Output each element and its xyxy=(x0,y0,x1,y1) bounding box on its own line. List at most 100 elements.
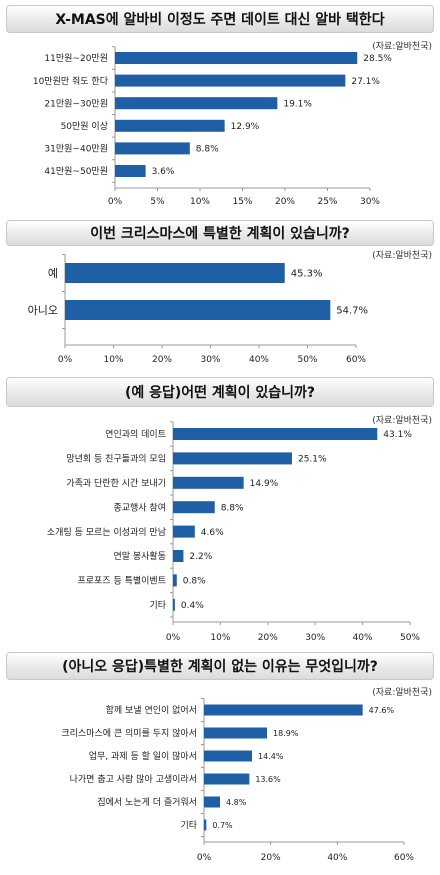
bar xyxy=(173,598,175,611)
x-tick-label: 10% xyxy=(190,197,210,207)
x-tick-label: 50% xyxy=(297,355,317,365)
bar xyxy=(173,452,292,465)
category-label: 업무, 과제 등 할 일이 많아서 xyxy=(89,751,197,762)
value-label: 0.4% xyxy=(181,601,204,611)
bar xyxy=(204,750,252,762)
category-label: 41만원~50만원 xyxy=(44,166,108,177)
bar xyxy=(115,52,358,64)
category-label: 프로포즈 등 특별이벤트 xyxy=(77,576,166,587)
category-label: 함께 보낼 연인이 없어서 xyxy=(106,705,197,716)
category-label: 연인과의 데이트 xyxy=(105,429,166,440)
value-label: 0.8% xyxy=(183,577,206,587)
category-label: 11만원~20만원 xyxy=(44,53,108,64)
category-label: 가족과 단란한 시간 보내기 xyxy=(66,477,166,489)
x-tick-label: 10% xyxy=(103,355,123,365)
category-label: 50만원 이상 xyxy=(61,121,108,132)
x-tick-label: 60% xyxy=(394,853,414,863)
category-label: 예 xyxy=(48,267,58,280)
category-label: 나가면 춥고 사람 많아 고생이라서 xyxy=(70,773,197,785)
value-label: 25.1% xyxy=(298,455,327,465)
chart-source-3: (자료:알바천국) xyxy=(372,416,432,426)
x-tick-label: 20% xyxy=(258,633,278,643)
x-tick-label: 0% xyxy=(166,633,181,643)
x-tick-label: 30% xyxy=(360,197,380,207)
x-tick-label: 5% xyxy=(150,197,165,207)
value-label: 2.2% xyxy=(189,552,212,562)
value-label: 14.9% xyxy=(250,479,279,489)
bar xyxy=(204,773,250,785)
x-tick-label: 20% xyxy=(152,355,172,365)
bar xyxy=(173,574,177,587)
bar xyxy=(204,704,363,716)
category-label: 연말 봉사활동 xyxy=(113,550,166,562)
chart-title-3: (예 응답)어떤 계획이 있습니까? xyxy=(6,377,434,407)
value-label: 12.9% xyxy=(231,122,260,132)
x-tick-label: 0% xyxy=(108,197,123,207)
chart-title-4: (아니오 응답)특별한 계획이 없는 이유는 무엇입니까? xyxy=(6,652,434,680)
bar xyxy=(115,165,146,177)
value-label: 19.1% xyxy=(283,99,312,109)
value-label: 14.4% xyxy=(258,752,284,761)
value-label: 8.8% xyxy=(221,503,244,513)
x-tick-label: 50% xyxy=(400,633,420,643)
category-label: 기타 xyxy=(149,600,166,611)
category-label: 31만원~40만원 xyxy=(44,144,108,155)
category-label: 소개팅 등 모르는 이성과의 만남 xyxy=(47,527,166,538)
category-label: 아니오 xyxy=(28,304,58,317)
category-label: 크리스마스에 큰 의미를 두지 않아서 xyxy=(61,728,197,739)
category-label: 10만원만 줘도 한다 xyxy=(33,76,109,87)
x-tick-label: 30% xyxy=(200,355,220,365)
x-tick-label: 10% xyxy=(210,633,230,643)
chart-3: 0% 10% 20% 30% 40% 50% 연인과의 데이트 43.1% 망년회 등 친구들과… xyxy=(47,421,420,643)
x-tick-label: 40% xyxy=(327,853,347,863)
value-label: 4.8% xyxy=(226,798,247,807)
bar xyxy=(65,300,331,320)
category-label: 21만원~30만원 xyxy=(44,98,108,109)
value-label: 4.6% xyxy=(201,528,224,538)
chart-source-4: (자료:알바천국) xyxy=(372,688,432,698)
bar xyxy=(204,819,207,831)
bar xyxy=(173,428,378,440)
value-label: 54.7% xyxy=(336,306,368,317)
value-label: 45.3% xyxy=(291,269,323,280)
bar xyxy=(173,476,244,489)
bar xyxy=(204,727,267,739)
chart-title-1: X-MAS에 알바비 이정도 주면 데이트 대신 알바 택한다 xyxy=(6,5,434,33)
x-tick-label: 15% xyxy=(232,197,252,207)
bar xyxy=(115,142,190,155)
bar xyxy=(173,525,195,538)
x-tick-label: 30% xyxy=(305,633,325,643)
category-label: 망년회 등 친구들과의 모임 xyxy=(66,453,166,465)
chart-source-2: (자료:알바천국) xyxy=(372,251,432,261)
x-tick-label: 40% xyxy=(353,633,373,643)
bar xyxy=(204,796,220,808)
bar xyxy=(65,263,285,283)
chart-2: 0% 10% 20% 30% 40% 50% 60% 예 45.3% 아니오 54.7% xyxy=(28,254,368,365)
value-label: 47.6% xyxy=(369,706,395,715)
bar xyxy=(115,74,346,87)
category-label: 집에서 노는게 더 즐거워서 xyxy=(97,796,197,808)
value-label: 13.6% xyxy=(255,775,281,784)
value-label: 18.9% xyxy=(273,729,299,738)
x-tick-label: 40% xyxy=(249,355,269,365)
x-tick-label: 0% xyxy=(58,355,73,365)
value-label: 27.1% xyxy=(351,77,380,87)
category-label: 종교행사 참여 xyxy=(113,501,166,513)
chart-title-2: 이번 크리스마스에 특별한 계획이 있습니까? xyxy=(6,220,434,246)
value-label: 43.1% xyxy=(383,430,412,440)
x-tick-label: 20% xyxy=(261,853,281,863)
category-label: 기타 xyxy=(180,820,197,831)
bar xyxy=(173,501,215,514)
x-tick-label: 60% xyxy=(346,355,366,365)
value-label: 0.7% xyxy=(212,821,233,830)
value-label: 8.8% xyxy=(196,145,219,155)
x-tick-label: 0% xyxy=(197,853,212,863)
chart-source-1: (자료:알바천국) xyxy=(372,42,432,52)
bar xyxy=(173,550,184,562)
x-tick-label: 20% xyxy=(275,197,295,207)
value-label: 28.5% xyxy=(363,54,392,64)
value-label: 3.6% xyxy=(152,167,175,177)
chart-1: 0% 5% 10% 15% 20% 25% 30% 11만원~20만원 28.5% 10만원만 줘… xyxy=(33,46,392,207)
x-tick-label: 25% xyxy=(317,197,337,207)
